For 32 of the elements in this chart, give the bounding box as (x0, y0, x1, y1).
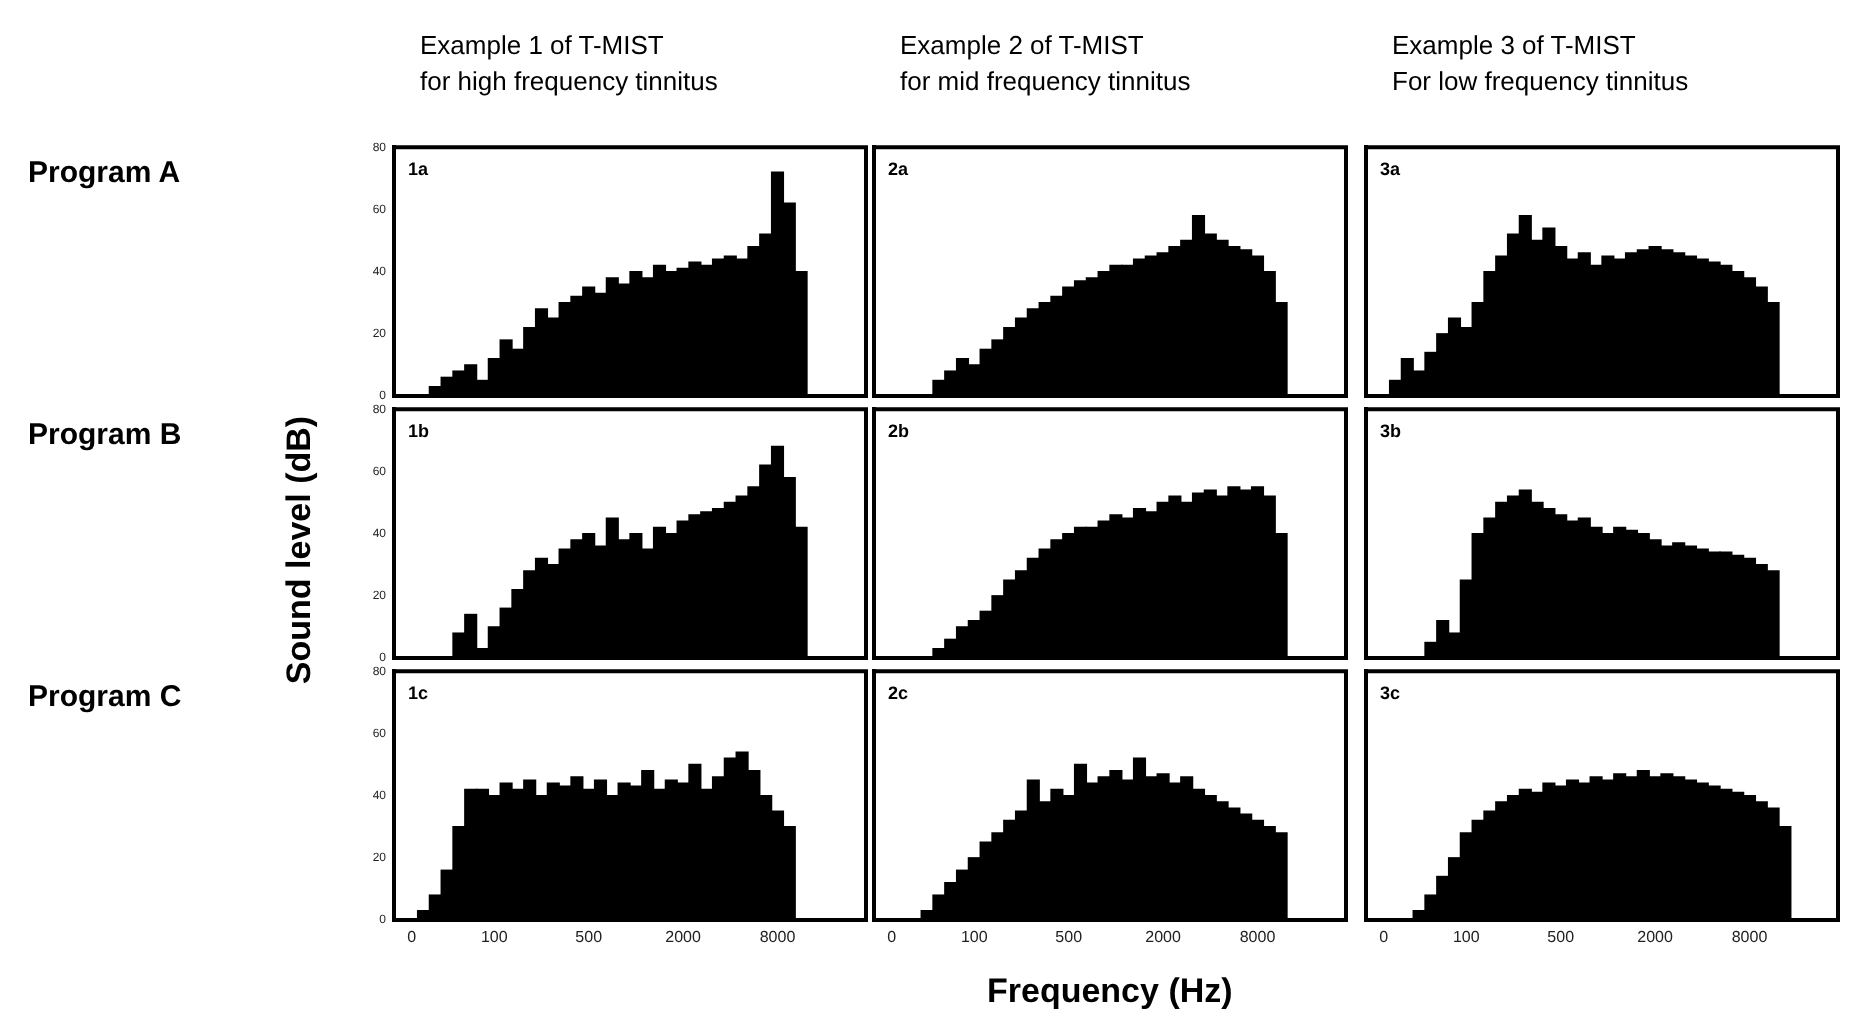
x-tick-label: 100 (480, 928, 509, 947)
chart-title: Example 1 of T-MIST for high frequency tinnitus (420, 28, 720, 100)
annotation: 2c (888, 683, 909, 704)
x-tick-label: 2000 (665, 928, 702, 947)
x-tick-label: 0 (887, 928, 898, 947)
annotation: 1c (408, 683, 429, 704)
x-tick-label: 8000 (759, 928, 797, 947)
chart-title: Example 2 of T-MIST for mid frequency tinnitus (900, 28, 1193, 100)
x-tick-label: 2000 (1637, 928, 1674, 947)
annotation: 1b (408, 421, 431, 442)
x-tick-label: 100 (960, 928, 989, 947)
x-tick-label: 8000 (1731, 928, 1769, 947)
annotation: 2a (888, 159, 911, 180)
x-tick-label: 100 (1452, 928, 1481, 947)
annotation: 3a (1380, 159, 1403, 180)
text: Program C (28, 680, 182, 714)
annotation: 2b (888, 421, 911, 442)
chart-title: Example 3 of T-MIST For low frequency tinnitus (1392, 28, 1691, 100)
x-tick-label: 2000 (1145, 928, 1182, 947)
x-tick-label: 500 (1547, 928, 1576, 947)
x-tick-label: 0 (1379, 928, 1390, 947)
x-tick-label: 500 (1055, 928, 1084, 947)
annotation: 1a (408, 159, 431, 180)
text: Program A (28, 156, 181, 190)
x-tick-label: 0 (407, 928, 418, 947)
annotation: 3b (1380, 421, 1403, 442)
annotation: 3c (1380, 683, 1401, 704)
x-axis-title: Frequency (Hz) (987, 972, 1233, 1012)
text: Program B (28, 418, 182, 452)
x-tick-label: 8000 (1239, 928, 1277, 947)
x-tick-label: 500 (575, 928, 604, 947)
y-axis-title: Sound level (dB) (280, 415, 321, 685)
